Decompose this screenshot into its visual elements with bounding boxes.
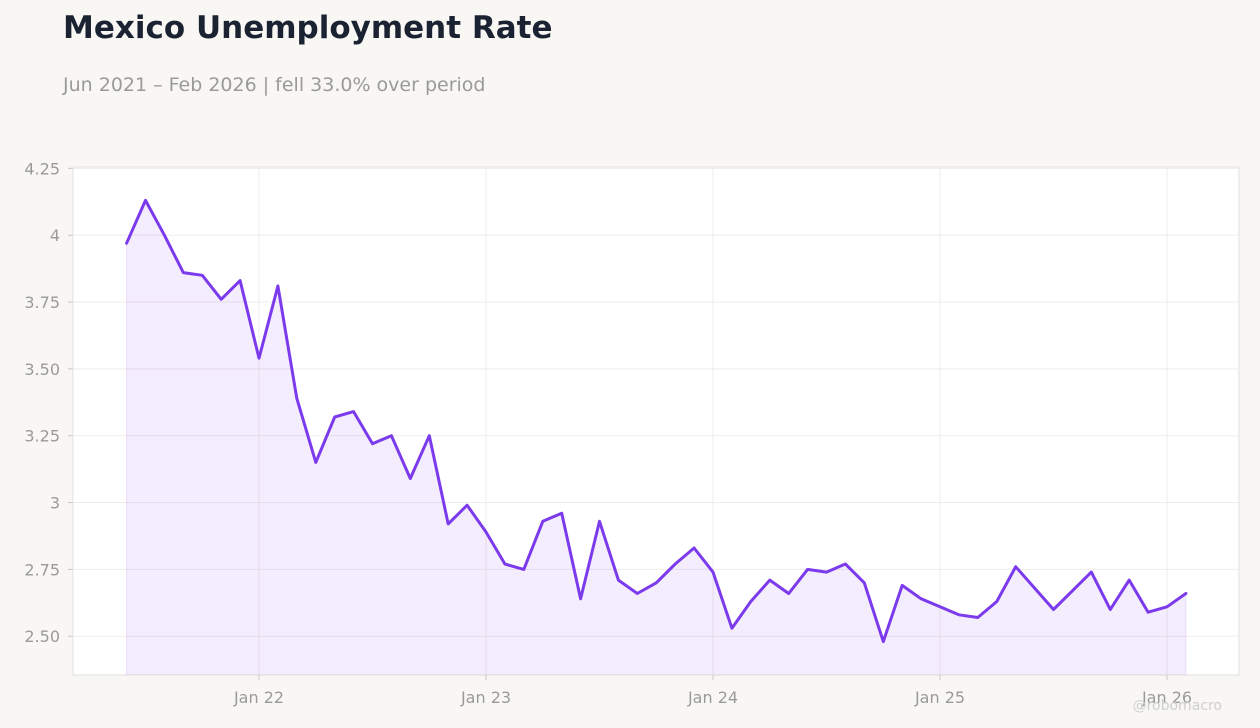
x-tick-label: Jan 23 <box>460 688 511 707</box>
x-tick-label: Jan 26 <box>1141 688 1192 707</box>
chart-subtitle: Jun 2021 – Feb 2026 | fell 33.0% over pe… <box>63 74 486 96</box>
y-tick-label: 2.50 <box>24 627 60 646</box>
watermark: @robomacro <box>1132 698 1222 714</box>
y-tick-label: 3.75 <box>24 293 60 312</box>
y-tick-label: 3 <box>50 494 60 513</box>
x-tick-label: Jan 25 <box>914 688 965 707</box>
y-tick-label: 4 <box>50 226 60 245</box>
x-axis-ticks: Jan 22 Jan 23 Jan 24 Jan 25 Jan 26 <box>233 675 1192 707</box>
series-area <box>126 200 1187 675</box>
y-tick-label: 3.25 <box>24 427 60 446</box>
series-line <box>125 198 1188 644</box>
x-tick-label: Jan 22 <box>233 688 284 707</box>
chart-title: Mexico Unemployment Rate <box>63 10 553 46</box>
plot-area <box>72 166 1240 676</box>
x-tick-label: Jan 24 <box>687 688 738 707</box>
area-fill <box>126 200 1186 675</box>
y-axis-ticks: 4.25 4 3.75 3.50 3.25 3 2.75 2.50 <box>24 159 73 646</box>
grid-lines <box>73 167 1239 675</box>
y-tick-label: 2.75 <box>24 560 60 579</box>
y-tick-label: 3.50 <box>24 360 60 379</box>
y-tick-label: 4.25 <box>24 159 60 178</box>
